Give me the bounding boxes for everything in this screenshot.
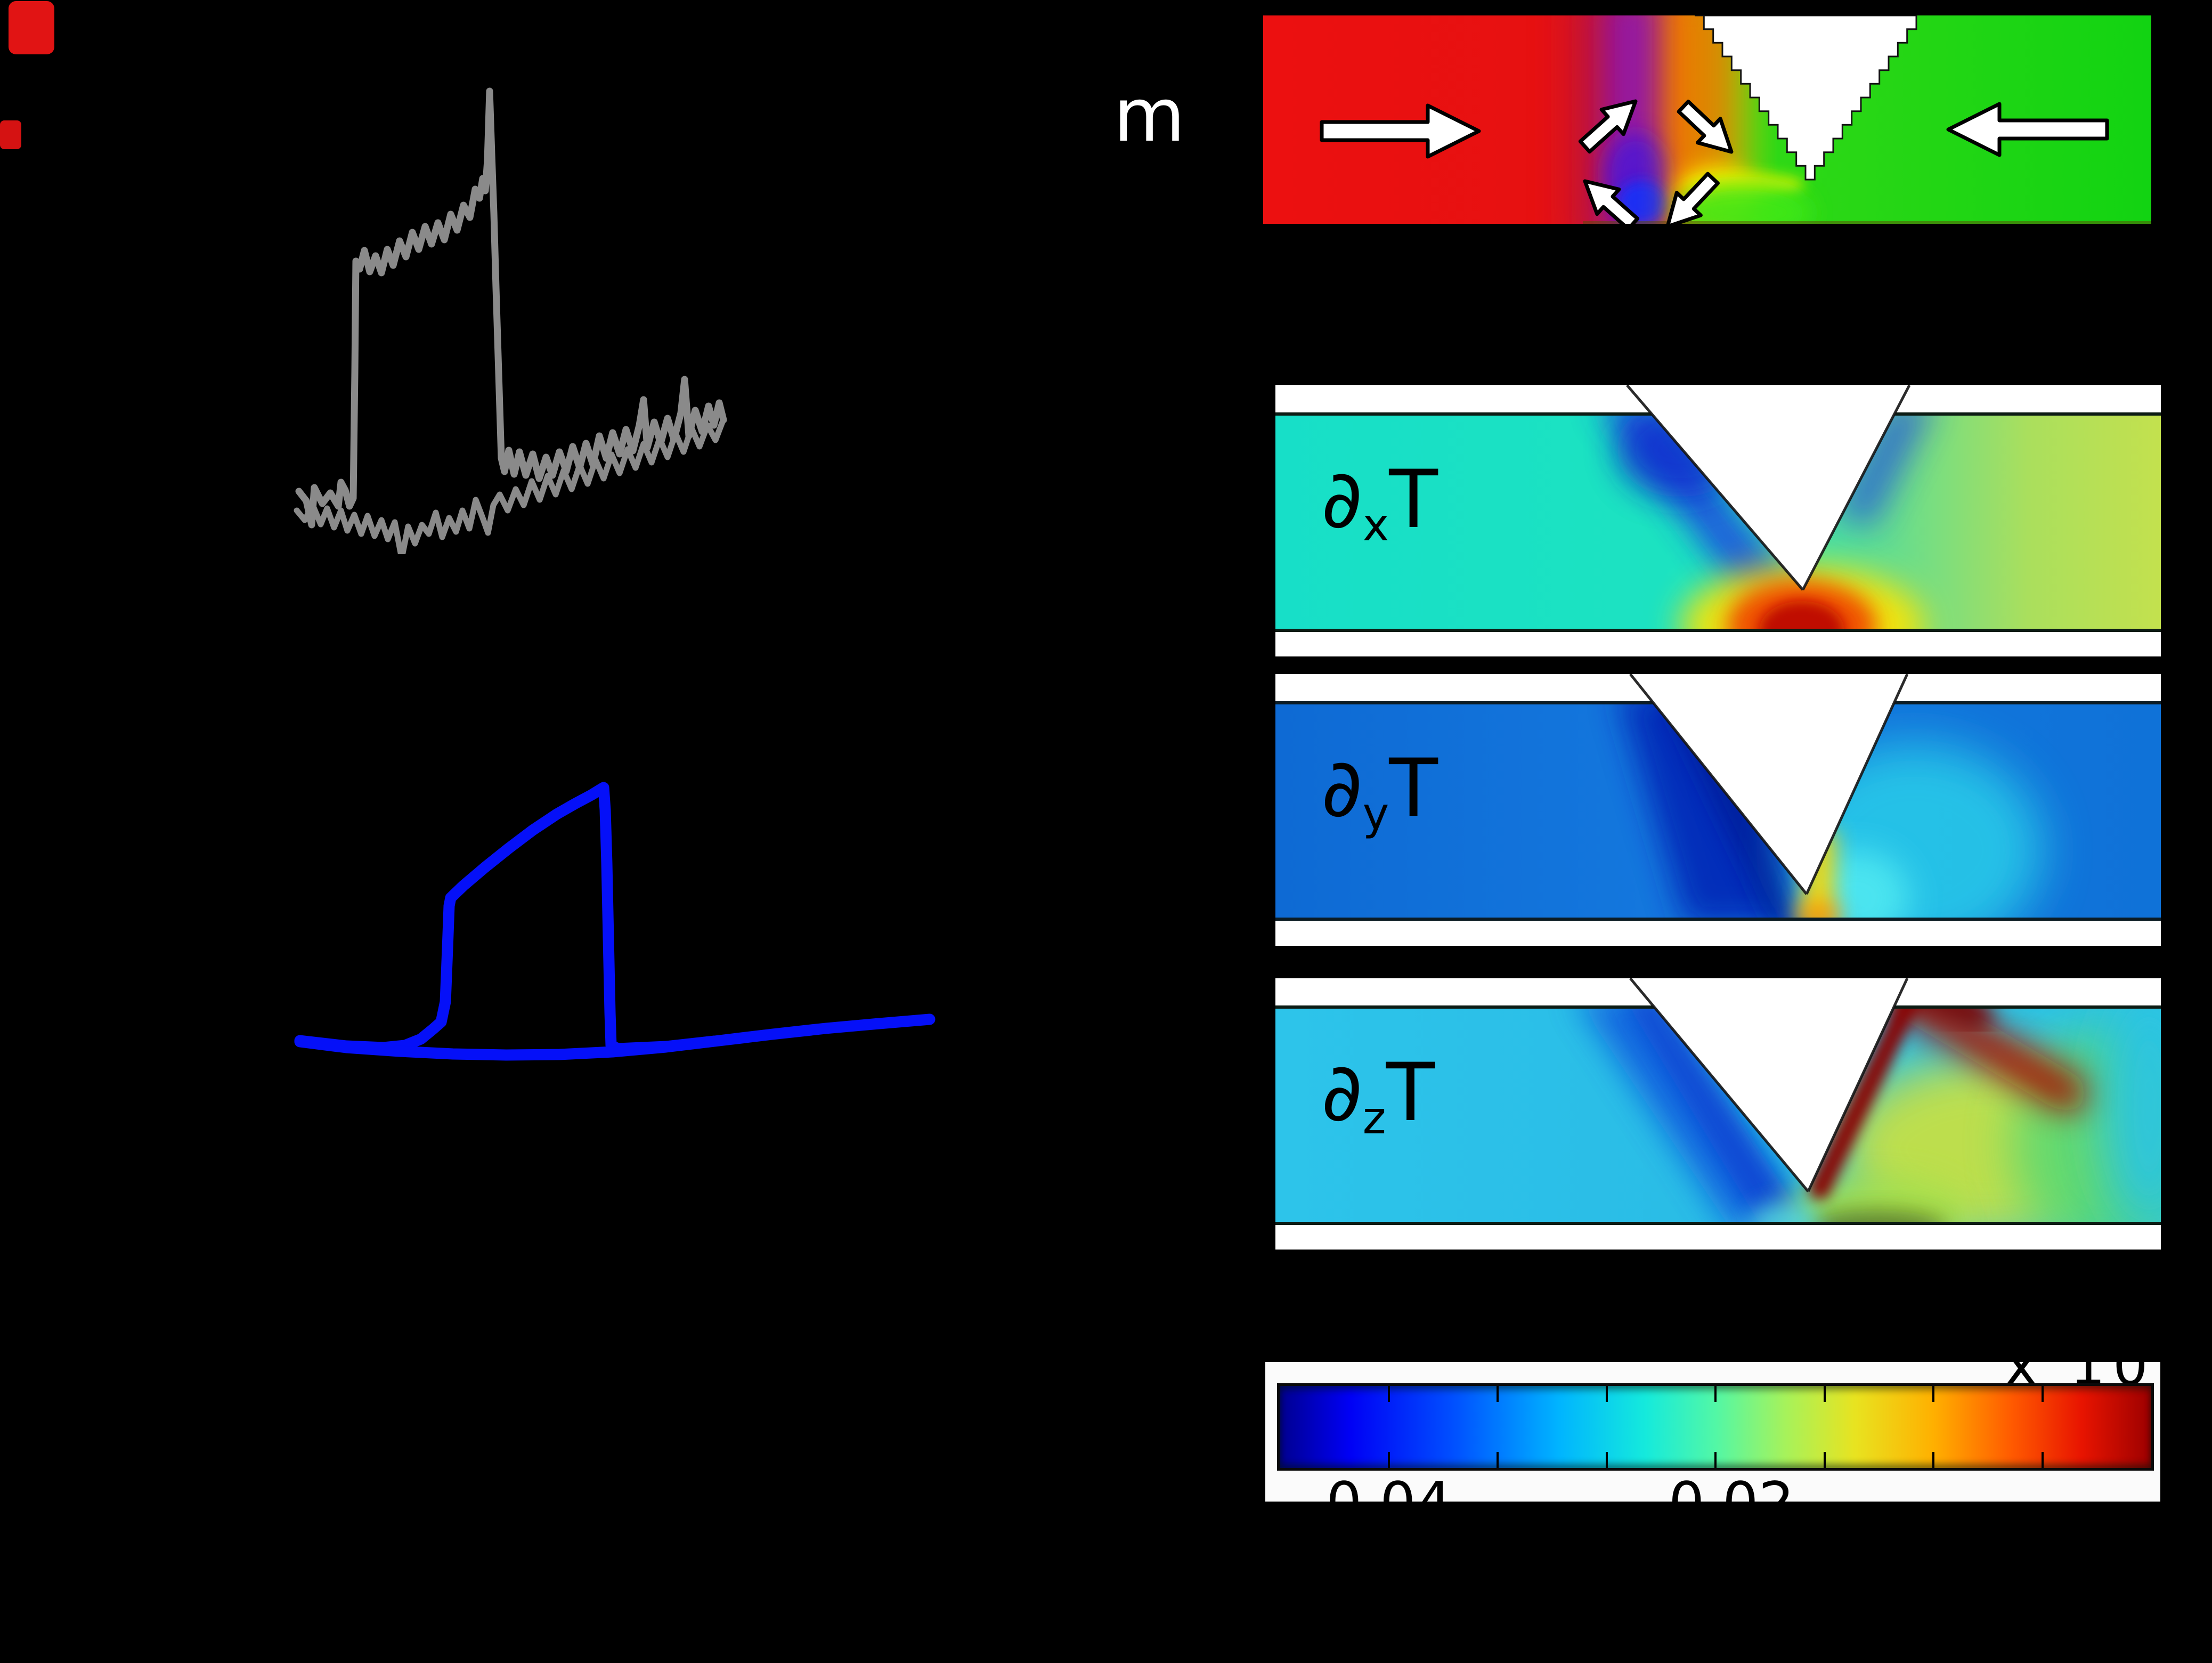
T-symbol: T [1389, 742, 1438, 835]
subscript-y: y [1362, 788, 1389, 840]
colorbar-tick [1605, 1386, 1608, 1402]
dzT-map-svg [1275, 978, 2161, 1250]
dyT-map-panel: ∂yT [1275, 674, 2161, 946]
colorbar-tick [1605, 1452, 1608, 1468]
arrow-ne-icon [1578, 99, 1638, 154]
colorbar-tick [1387, 1386, 1390, 1402]
dyT-label: ∂yT [1321, 749, 1438, 836]
colorbar-tick-label: 0.04 [1326, 1475, 1452, 1502]
dxT-label: ∂xT [1321, 460, 1438, 547]
colorbar-gradient-bar [1277, 1383, 2154, 1471]
dzT-map-panel: ∂zT [1275, 978, 2161, 1250]
magnetization-label: m [1113, 72, 1185, 158]
gray-signal-plot-svg [294, 87, 727, 554]
arrow-sw-icon [1666, 172, 1720, 224]
colorbar-tick [1714, 1452, 1717, 1468]
pulse-trace [295, 87, 727, 529]
gray-signal-plot [290, 75, 733, 554]
colorbar-tick [1497, 1452, 1499, 1468]
partial-symbol: ∂ [1321, 453, 1363, 546]
partial-symbol: ∂ [1321, 1047, 1363, 1139]
dzT-label: ∂zT [1321, 1053, 1435, 1140]
colorbar-tick [1823, 1452, 1826, 1468]
blue-pulse-plot [290, 773, 938, 1076]
colorbar-tick [1387, 1452, 1390, 1468]
colorbar-tick-label: 0.02 [1669, 1475, 1794, 1502]
subscript-x: x [1362, 499, 1389, 551]
arrow-right-icon [1320, 103, 1481, 159]
blue-pulse-plot-svg [294, 782, 936, 1061]
colorbar-tick [1497, 1386, 1499, 1402]
colorbar-tick [1714, 1386, 1717, 1402]
magnetization-map-svg [1263, 15, 2151, 224]
colorbar-tick [1932, 1386, 1934, 1402]
colorbar-tick [2041, 1386, 2044, 1402]
dxT-map-panel: ∂xT [1275, 385, 2161, 656]
baseline-trace [294, 1013, 936, 1061]
arrow-se-icon [1677, 100, 1734, 154]
magnetization-map-panel [1263, 15, 2151, 224]
dyT-map-svg [1275, 674, 2161, 946]
dxT-map-svg [1275, 385, 2161, 656]
notch-shape [1695, 15, 1917, 181]
T-symbol: T [1386, 1047, 1435, 1139]
baseline-trace [294, 419, 726, 554]
colorbar-tick [1823, 1386, 1826, 1402]
pulse-trace [294, 782, 720, 1054]
colorbar-tick [1932, 1452, 1934, 1468]
partial-symbol: ∂ [1321, 742, 1363, 835]
red-marker [0, 120, 21, 149]
T-symbol: T [1389, 453, 1438, 546]
arrow-left-icon [1946, 102, 2109, 157]
colorbar-tick [2041, 1452, 2044, 1468]
red-marker [9, 1, 54, 54]
arrow-nw-icon [1583, 179, 1640, 224]
subscript-z: z [1362, 1092, 1386, 1145]
colorbar: x 10 0.040.02 [1265, 1362, 2160, 1502]
